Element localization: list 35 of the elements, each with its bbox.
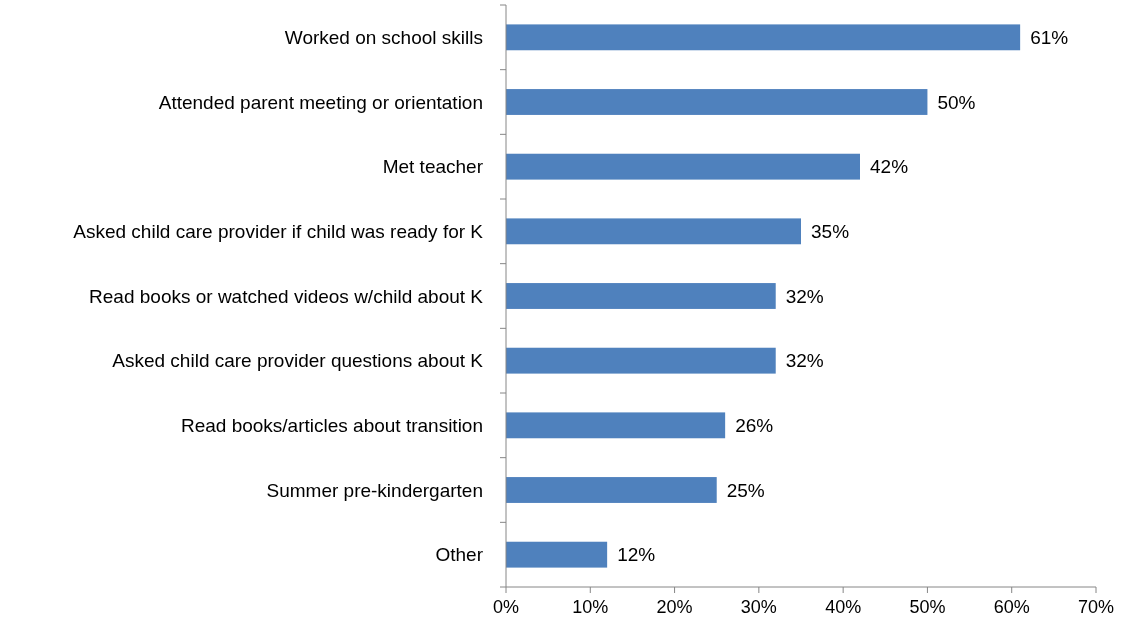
bar: [506, 477, 717, 503]
x-tick-label: 30%: [740, 597, 777, 617]
data-label: 32%: [785, 285, 824, 307]
x-tick-label: 20%: [656, 597, 693, 617]
y-tick-label: Asked child care provider if child was ready for K: [73, 220, 484, 242]
y-tick-label: Summer pre-kindergarten: [266, 479, 483, 501]
x-tick-label: 0%: [492, 597, 520, 617]
bar: [506, 89, 928, 115]
x-tick-label: 50%: [909, 597, 946, 617]
y-tick-label: Read books or watched videos w/child about K: [89, 285, 484, 307]
y-tick-label: Attended parent meeting or orientation: [158, 91, 483, 113]
bar: [506, 412, 726, 439]
y-tick-label: Met teacher: [382, 156, 484, 178]
bar: [506, 24, 1021, 51]
y-tick-label: Worked on school skills: [284, 26, 483, 48]
y-tick-label: Asked child care provider questions about K: [112, 350, 484, 372]
bar: [506, 347, 776, 374]
data-label: 32%: [785, 350, 824, 372]
x-tick-label: 70%: [1077, 597, 1115, 617]
data-label: 61%: [1030, 26, 1069, 48]
data-label: 25%: [726, 479, 765, 501]
y-tick-label: Other: [435, 544, 484, 566]
x-tick-label: 40%: [825, 597, 862, 617]
x-tick-label: 60%: [993, 597, 1030, 617]
x-tick-label: 10%: [572, 597, 609, 617]
bar: [506, 541, 608, 568]
data-label: 26%: [735, 414, 774, 436]
bar: [506, 218, 801, 245]
bar: [506, 153, 860, 180]
data-label: 12%: [617, 544, 656, 566]
data-label: 35%: [811, 220, 850, 242]
data-label: 50%: [937, 91, 976, 113]
y-tick-label: Read books/articles about transition: [180, 414, 483, 436]
bar: [506, 283, 776, 309]
data-label: 42%: [870, 156, 909, 178]
